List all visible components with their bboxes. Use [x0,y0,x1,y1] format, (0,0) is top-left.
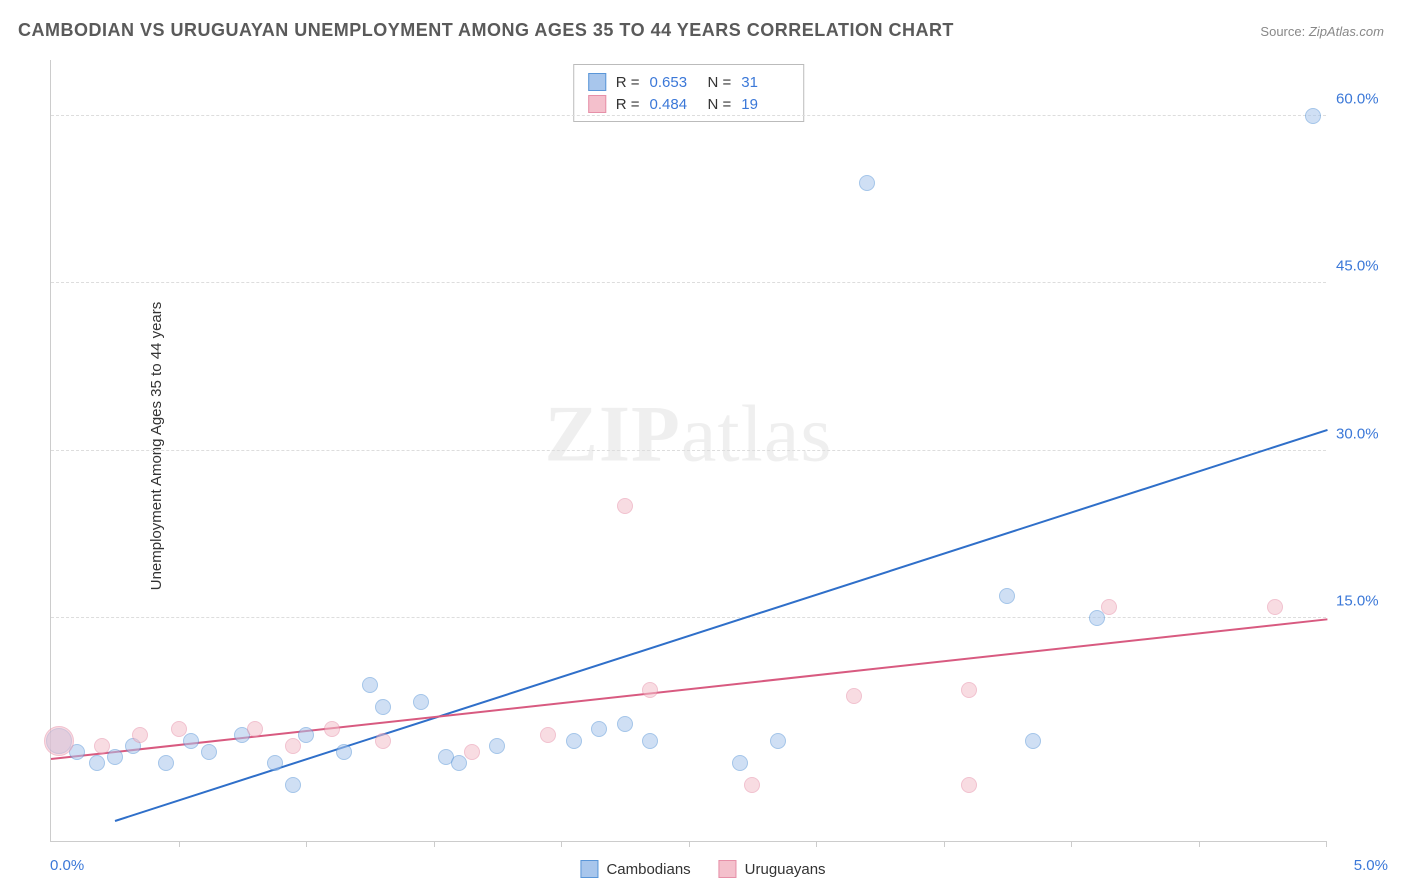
data-point [132,727,148,743]
data-point [44,726,74,756]
data-point [375,733,391,749]
legend-label: Cambodians [606,861,690,878]
data-point [859,175,875,191]
y-tick-label: 30.0% [1336,425,1396,442]
data-point [744,777,760,793]
legend-item: Uruguayans [719,860,826,878]
data-point [247,721,263,737]
x-tick [689,841,690,847]
x-tick [1199,841,1200,847]
x-tick [306,841,307,847]
x-tick [179,841,180,847]
data-point [961,777,977,793]
data-point [489,738,505,754]
data-point [362,677,378,693]
n-value: 19 [741,96,789,113]
r-value: 0.653 [650,74,698,91]
data-point [1025,733,1041,749]
data-point [961,682,977,698]
data-point [201,744,217,760]
gridline [51,282,1326,283]
data-point [999,588,1015,604]
x-tick [434,841,435,847]
data-point [617,716,633,732]
data-point [413,694,429,710]
chart-title: CAMBODIAN VS URUGUAYAN UNEMPLOYMENT AMON… [18,20,954,41]
n-label: N = [708,74,732,91]
r-value: 0.484 [650,96,698,113]
watermark: ZIPatlas [545,389,833,480]
plot-area: ZIPatlas R =0.653N =31R =0.484N =19 15.0… [50,60,1326,842]
data-point [183,733,199,749]
data-point [158,755,174,771]
gridline [51,115,1326,116]
legend-swatch [588,95,606,113]
data-point [107,749,123,765]
r-label: R = [616,74,640,91]
data-point [770,733,786,749]
data-point [464,744,480,760]
x-tick [1071,841,1072,847]
data-point [846,688,862,704]
legend-label: Uruguayans [745,861,826,878]
data-point [375,699,391,715]
n-label: N = [708,96,732,113]
data-point [1267,599,1283,615]
gridline [51,450,1326,451]
data-point [171,721,187,737]
trend-line [114,429,1327,822]
y-tick-label: 15.0% [1336,592,1396,609]
gridline [51,617,1326,618]
watermark-rest: atlas [681,390,833,478]
source-attribution: Source: ZipAtlas.com [1260,24,1384,39]
data-point [451,755,467,771]
data-point [285,777,301,793]
x-axis-max-label: 5.0% [1354,857,1388,874]
x-tick [1326,841,1327,847]
data-point [591,721,607,737]
data-point [642,682,658,698]
data-point [732,755,748,771]
data-point [267,755,283,771]
y-tick-label: 45.0% [1336,258,1396,275]
data-point [1089,610,1105,626]
stats-legend: R = 0.653 N = 31 R = 0.484 N = 19 [573,64,805,122]
data-point [642,733,658,749]
x-tick [944,841,945,847]
data-point [298,727,314,743]
series-legend: Cambodians Uruguayans [580,860,825,878]
data-point [566,733,582,749]
stats-row: R = 0.484 N = 19 [588,93,790,115]
x-tick [816,841,817,847]
source-value: ZipAtlas.com [1309,24,1384,39]
watermark-bold: ZIP [545,390,681,478]
legend-swatch [588,73,606,91]
stats-row: R = 0.653 N = 31 [588,71,790,93]
data-point [617,498,633,514]
data-point [540,727,556,743]
y-tick-label: 60.0% [1336,90,1396,107]
n-value: 31 [741,74,789,91]
data-point [89,755,105,771]
data-point [324,721,340,737]
data-point [1101,599,1117,615]
data-point [336,744,352,760]
data-point [285,738,301,754]
r-label: R = [616,96,640,113]
legend-item: Cambodians [580,860,690,878]
data-point [1305,108,1321,124]
chart-container: CAMBODIAN VS URUGUAYAN UNEMPLOYMENT AMON… [0,0,1406,892]
legend-swatch [719,860,737,878]
data-point [94,738,110,754]
source-label: Source: [1260,24,1305,39]
x-axis-min-label: 0.0% [50,857,84,874]
x-tick [561,841,562,847]
legend-swatch [580,860,598,878]
